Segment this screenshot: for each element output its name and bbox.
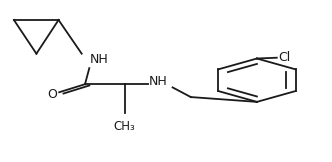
Text: NH: NH	[89, 53, 108, 66]
Text: NH: NH	[149, 75, 168, 87]
Text: Cl: Cl	[279, 51, 290, 64]
Text: O: O	[47, 88, 57, 101]
Text: CH₃: CH₃	[114, 120, 135, 133]
